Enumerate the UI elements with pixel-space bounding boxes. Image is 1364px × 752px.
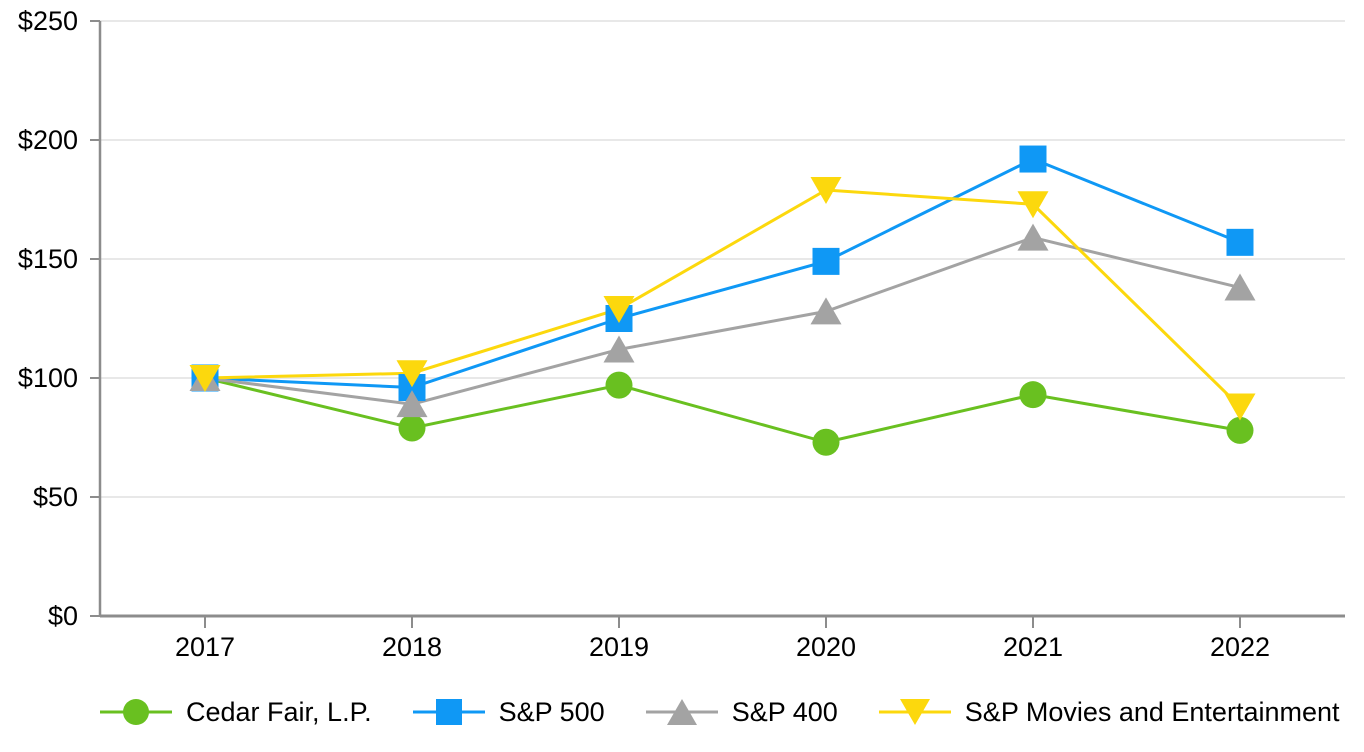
y-tick-label: $100 — [18, 363, 78, 393]
legend-marker-circle-icon — [100, 699, 172, 725]
legend-item-sp400: S&P 400 — [645, 696, 838, 727]
x-tick-label: 2019 — [589, 632, 649, 662]
legend-label: S&P 500 — [498, 696, 605, 727]
y-tick-label: $200 — [18, 125, 78, 155]
legend-item-cedar-fair: Cedar Fair, L.P. — [100, 697, 372, 727]
performance-line-chart: $0 $50 $100 $150 $200 $250 2017 2018 2019 2020 202… — [18, 6, 1345, 662]
series-line-sp500 — [204, 157, 1241, 390]
x-tick-label: 2021 — [1003, 632, 1063, 662]
marker-sp400-2021 — [1017, 223, 1049, 251]
marker-sp-movies-2018 — [396, 360, 428, 388]
legend-label: S&P 400 — [731, 696, 838, 727]
y-tick-label: $150 — [18, 244, 78, 274]
marker-sp500-2022 — [1226, 228, 1254, 256]
marker-sp-movies-2020 — [810, 176, 842, 204]
series-line-cedar-fair — [204, 376, 1241, 444]
y-tick-label: $50 — [33, 482, 78, 512]
marker-sp400-2018 — [396, 390, 428, 418]
marker-sp400-2019 — [603, 335, 635, 363]
marker-sp-movies-2022 — [1224, 393, 1256, 421]
marker-sp500-2021 — [1019, 145, 1047, 173]
legend-label: S&P Movies and Entertainment — [964, 696, 1340, 727]
legend-item-sp500: S&P 500 — [412, 696, 605, 727]
series-line-sp400 — [204, 236, 1241, 406]
y-tick-label: $250 — [18, 6, 78, 36]
legend-marker-triangle-up-icon — [645, 699, 718, 725]
legend-item-sp-movies: S&P Movies and Entertainment — [878, 696, 1340, 727]
marker-sp-movies-2017 — [189, 365, 221, 392]
legend-marker-triangle-down-icon — [878, 699, 951, 725]
marker-sp400-2022 — [1224, 273, 1256, 301]
legend-label: Cedar Fair, L.P. — [186, 696, 372, 727]
x-tick-label: 2017 — [175, 632, 235, 662]
marker-cedar-fair-2020 — [812, 428, 840, 456]
series-line-sp-movies — [204, 188, 1242, 408]
marker-sp400-2020 — [810, 297, 842, 325]
x-tick-label: 2022 — [1210, 632, 1270, 662]
marker-sp500-2020 — [812, 247, 840, 275]
y-tick-label: $0 — [48, 601, 78, 631]
marker-cedar-fair-2022 — [1226, 416, 1254, 444]
marker-cedar-fair-2018 — [398, 414, 426, 442]
marker-sp-movies-2019 — [603, 295, 635, 323]
marker-cedar-fair-2019 — [605, 371, 633, 399]
legend-marker-square-icon — [412, 699, 485, 725]
chart-legend: Cedar Fair, L.P. S&P 500 S&P 400 S&P Movies… — [0, 672, 1364, 752]
x-tick-label: 2018 — [382, 632, 442, 662]
marker-sp-movies-2021 — [1017, 191, 1049, 219]
marker-cedar-fair-2021 — [1019, 381, 1047, 409]
x-tick-label: 2020 — [796, 632, 856, 662]
